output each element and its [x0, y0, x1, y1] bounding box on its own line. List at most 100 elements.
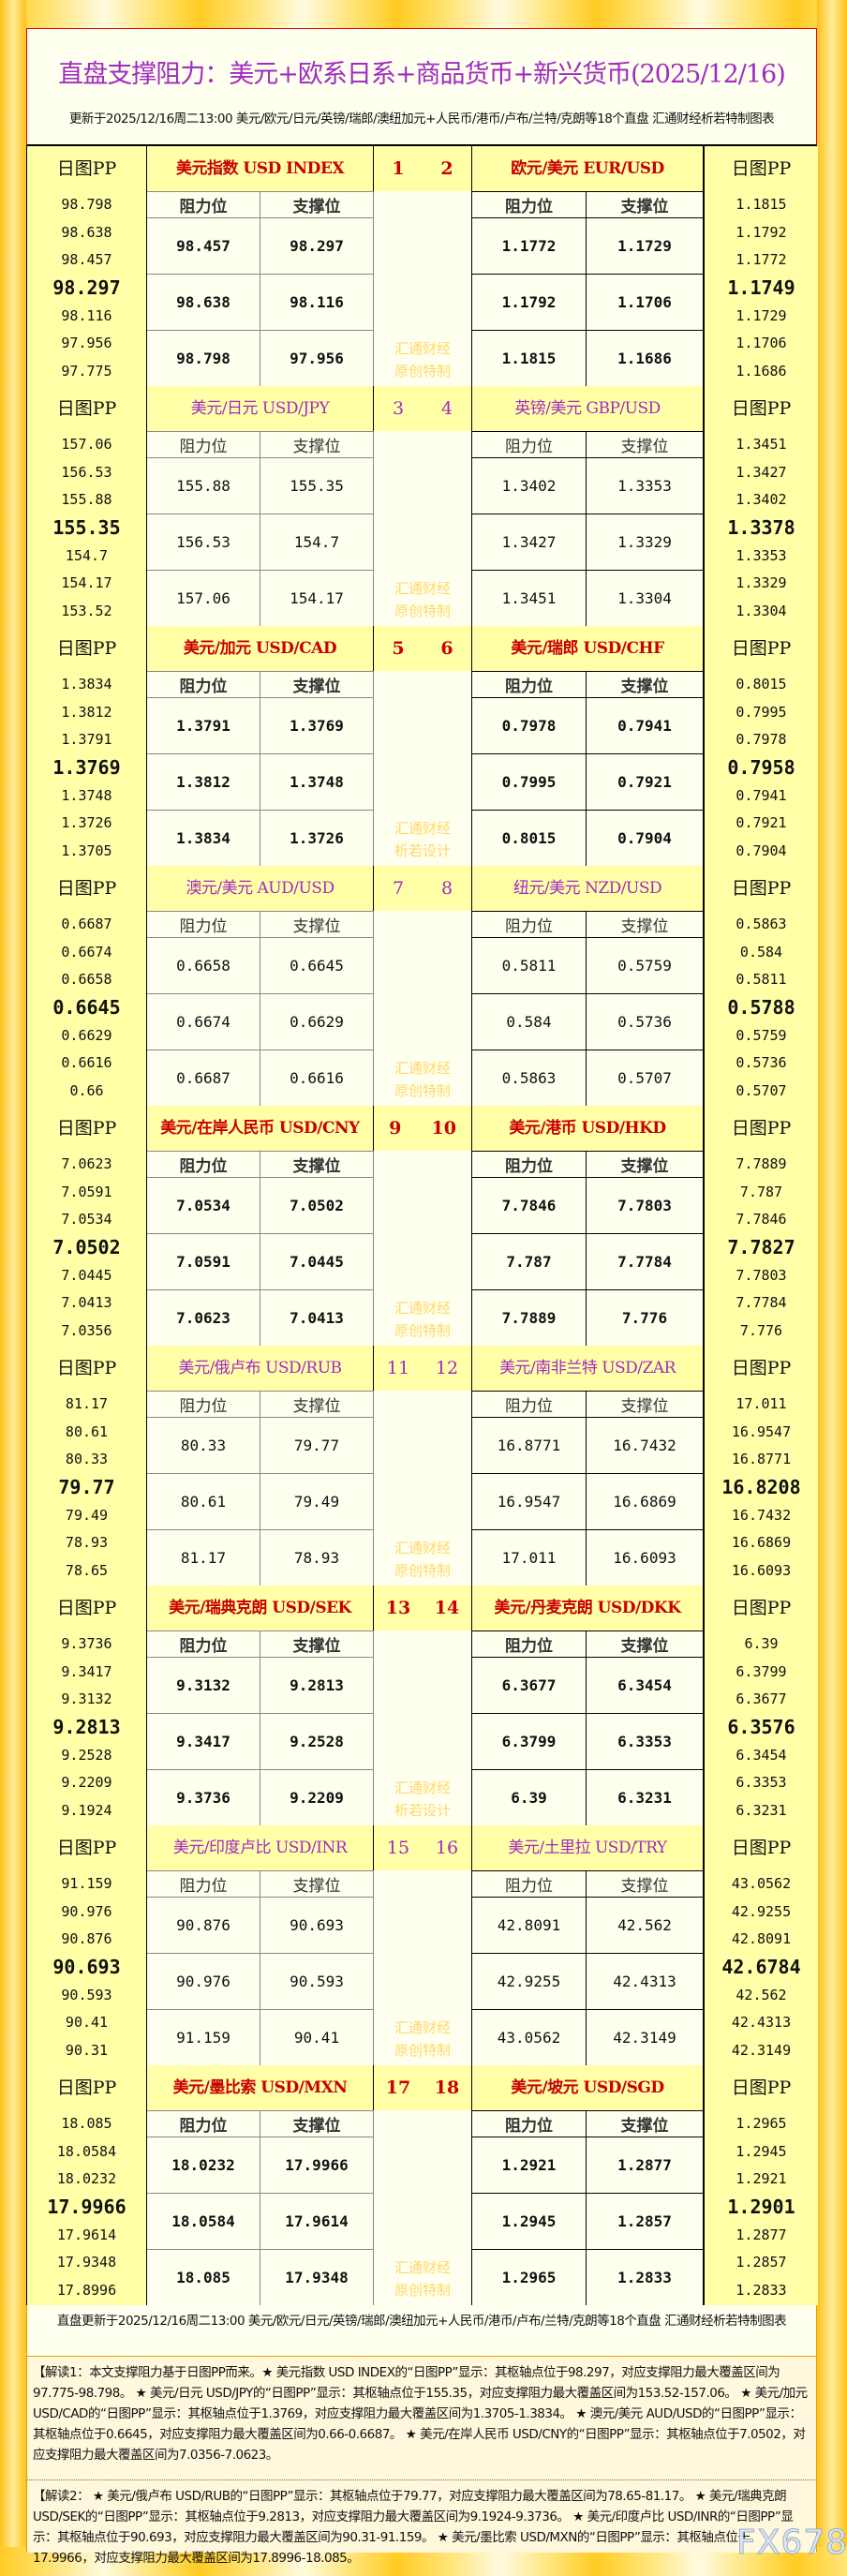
pair-number: 1 [392, 158, 405, 179]
support-value: 7.776 [587, 1289, 704, 1346]
pp-level-value: 1.3304 [736, 603, 787, 620]
pp-level-value: 1.2921 [736, 2170, 787, 2188]
support-value: 0.6645 [260, 937, 374, 993]
resistance-value: 0.5863 [472, 1050, 587, 1106]
resistance-header: 阻力位 [147, 1870, 260, 1897]
support-value: 1.3769 [260, 697, 374, 753]
gold-frame-right [817, 0, 847, 2576]
support-value: 7.0502 [260, 1177, 374, 1233]
support-value: 1.3748 [260, 753, 374, 810]
pp-level-value: 90.876 [61, 1930, 112, 1948]
pp-level-value: 1.1686 [736, 363, 787, 380]
pp-level-value: 98.116 [61, 306, 112, 324]
pair-name-right: 英镑/美元 GBP/USD [472, 386, 704, 431]
credit-watermark: 汇通财经 原创特制 [374, 1151, 472, 1346]
pair-numbers: 9 10 [374, 1106, 472, 1151]
daily-pp-header: 日图PP [731, 2077, 792, 2098]
pp-level-value: 0.5863 [736, 916, 787, 932]
watermark-line: 汇通财经 [394, 1300, 451, 1317]
watermark-line: 原创特制 [394, 363, 451, 380]
pp-level-value: 0.5811 [736, 971, 787, 989]
resistance-value: 1.1815 [472, 330, 587, 386]
pp-level-value: 79.49 [65, 1506, 109, 1524]
pp-level-value: 16.6869 [731, 1534, 792, 1552]
daily-pp-header: 日图PP [56, 1118, 117, 1139]
daily-pp-header: 日图PP [731, 398, 792, 419]
pp-level-value: 0.7978 [736, 731, 787, 749]
pair-numbers: 15 16 [374, 1825, 472, 1870]
watermark-line: 析若设计 [394, 1802, 451, 1819]
pp-level-value: 7.7803 [736, 1266, 787, 1284]
pp-level-value: 9.1924 [61, 1802, 112, 1820]
pivot-point-value: 16.8208 [721, 1476, 801, 1499]
pair-name-left: 美元/在岸人民币 USD/CNY [147, 1106, 374, 1151]
pp-level-value: 17.9614 [56, 2226, 117, 2243]
pp-level-value: 1.3353 [736, 546, 787, 564]
pivot-point-value: 90.693 [52, 1956, 121, 1979]
pair-number: 16 [435, 1838, 459, 1858]
daily-pp-column-left: 日图PP 18.085 18.0584 18.0232 17.9966 17.9614 17… [27, 2065, 147, 2305]
pair-name-right: 美元/坡元 USD/SGD [472, 2065, 704, 2110]
support-value: 0.5707 [587, 1050, 704, 1106]
pair-number: 18 [434, 2077, 460, 2098]
pp-level-value: 1.2965 [736, 2115, 787, 2132]
pair-numbers: 13 14 [374, 1586, 472, 1630]
pair-block: 日图PP 7.0623 7.0591 7.0534 7.0502 7.0445 7.0413… [26, 1106, 818, 1346]
support-value: 16.7432 [587, 1417, 704, 1473]
resistance-value: 17.011 [472, 1529, 587, 1586]
resistance-value: 1.2921 [472, 2137, 587, 2193]
resistance-value: 90.876 [147, 1897, 260, 1953]
pair-number: 8 [440, 878, 453, 899]
resistance-value: 7.7889 [472, 1289, 587, 1346]
pp-level-value: 1.3705 [61, 842, 112, 860]
pp-level-value: 17.011 [736, 1395, 787, 1412]
pivot-point-value: 0.5788 [727, 996, 795, 1020]
pp-level-value: 90.31 [65, 2042, 109, 2060]
support-value: 17.9348 [260, 2249, 374, 2305]
resistance-value: 9.3132 [147, 1657, 260, 1713]
pivot-point-value: 155.35 [52, 516, 121, 540]
support-value: 1.3329 [587, 514, 704, 570]
pp-level-value: 98.457 [61, 251, 112, 269]
pp-level-value: 0.5736 [736, 1054, 787, 1072]
pp-level-value: 7.0623 [61, 1155, 112, 1172]
support-value: 154.17 [260, 570, 374, 626]
pp-level-value: 1.2833 [736, 2282, 787, 2300]
daily-pp-header: 日图PP [731, 158, 792, 179]
resistance-value: 156.53 [147, 514, 260, 570]
watermark-line: 原创特制 [394, 603, 451, 619]
daily-pp-header: 日图PP [731, 1118, 792, 1139]
support-value: 1.3726 [260, 810, 374, 866]
pp-level-value: 1.1792 [736, 223, 787, 241]
daily-pp-column-left: 日图PP 81.17 80.61 80.33 79.77 79.49 78.93 78.65 [27, 1346, 147, 1586]
pair-number: 11 [386, 1358, 410, 1378]
support-value: 42.3149 [587, 2009, 704, 2065]
pp-level-value: 9.2528 [61, 1746, 112, 1764]
daily-pp-column-right: 日图PP 0.8015 0.7995 0.7978 0.7958 0.7941 0.7921… [704, 626, 818, 866]
resistance-header: 阻力位 [472, 1391, 587, 1417]
support-value: 0.5736 [587, 993, 704, 1050]
pair-number: 5 [392, 638, 405, 659]
resistance-value: 0.7978 [472, 697, 587, 753]
daily-pp-column-right: 日图PP 1.2965 1.2945 1.2921 1.2901 1.2877 1.2857… [704, 2065, 818, 2305]
support-value: 7.7784 [587, 1233, 704, 1289]
daily-pp-column-left: 日图PP 9.3736 9.3417 9.3132 9.2813 9.2528 9.2209… [27, 1586, 147, 1825]
pp-level-value: 156.53 [61, 463, 112, 481]
pp-level-value: 0.7995 [736, 703, 787, 721]
resistance-header: 阻力位 [472, 1870, 587, 1897]
pair-number: 17 [385, 2077, 411, 2098]
support-value: 1.2857 [587, 2193, 704, 2249]
support-value: 98.297 [260, 217, 374, 274]
resistance-value: 0.584 [472, 993, 587, 1050]
pivot-point-value: 0.6645 [52, 996, 121, 1020]
pivot-point-value: 1.2901 [727, 2196, 795, 2219]
resistance-value: 16.8771 [472, 1417, 587, 1473]
daily-pp-column-left: 日图PP 157.06 156.53 155.88 155.35 154.7 154.17 1… [27, 386, 147, 626]
pp-level-value: 42.9255 [731, 1902, 792, 1920]
resistance-value: 1.3427 [472, 514, 587, 570]
pivot-point-value: 0.7958 [727, 756, 795, 780]
pivot-point-value: 7.7827 [727, 1236, 795, 1259]
pp-level-value: 6.3799 [736, 1662, 787, 1680]
pp-level-value: 9.2209 [61, 1774, 112, 1792]
